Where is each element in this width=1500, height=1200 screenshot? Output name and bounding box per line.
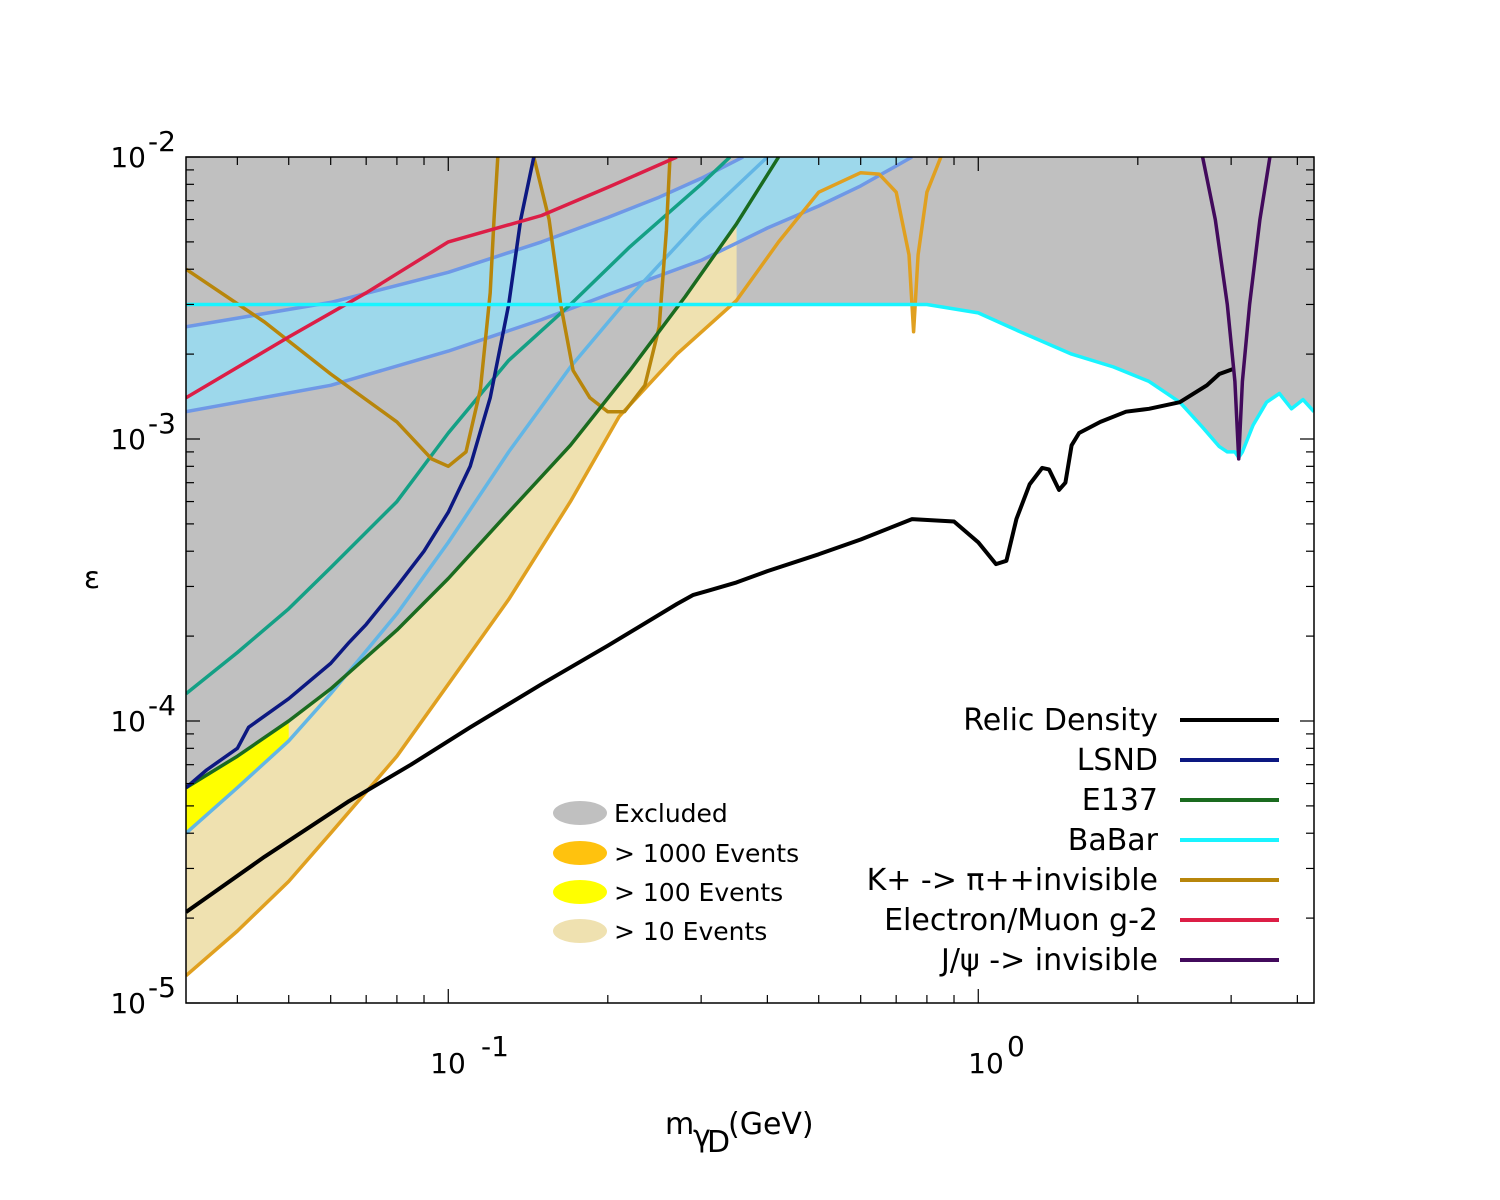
x-tick-exponent: -1 xyxy=(481,1030,509,1063)
x-tick-label: 10 xyxy=(430,1047,466,1080)
y-tick-exponent: -3 xyxy=(148,407,176,440)
x-axis: 10 -1 10 0 m γ D (GeV) xyxy=(430,1030,1025,1160)
series-line-e137 xyxy=(186,157,781,790)
series-line-electron-muon-g-2 xyxy=(186,157,678,400)
legend-label: E137 xyxy=(1082,783,1158,818)
fill-legend: Excluded > 1000 Events > 100 Events > 10… xyxy=(553,799,799,946)
fill-legend-label: Excluded xyxy=(614,799,728,828)
events-100-swatch xyxy=(553,880,607,904)
legend-label: BaBar xyxy=(1068,823,1159,858)
x-tick-exponent: 0 xyxy=(1007,1030,1025,1063)
x-axis-title-sub: γ xyxy=(693,1119,711,1154)
legend-label: LSND xyxy=(1077,743,1158,778)
plot-area xyxy=(186,157,1314,978)
fill-legend-label: > 1000 Events xyxy=(614,839,799,868)
series-line-k-invisible xyxy=(186,157,500,469)
y-tick-label: 10 xyxy=(110,987,146,1020)
series-line-g-2-band-lower xyxy=(186,157,913,414)
legend-label: Electron/Muon g-2 xyxy=(884,903,1158,938)
y-tick-label: 10 xyxy=(110,423,146,456)
series-line-sensitivity-light-blue- xyxy=(186,157,769,835)
series-line-relic-density xyxy=(186,366,1236,914)
y-axis-title: ε xyxy=(84,561,100,596)
plot-frame xyxy=(185,156,1315,1004)
line-legend: Relic Density LSND E137 BaBar K+ -> π++invis… xyxy=(867,703,1279,978)
minor-ticks xyxy=(186,156,1314,1004)
series-line-e137-upper xyxy=(186,157,732,696)
events-10-swatch xyxy=(553,919,607,943)
legend-label: J/ψ -> invisible xyxy=(939,943,1158,978)
fill-legend-label: > 100 Events xyxy=(614,878,783,907)
y-tick-exponent: -2 xyxy=(148,125,176,158)
y-tick-label: 10 xyxy=(110,705,146,738)
events-1000-swatch xyxy=(553,841,607,865)
x-axis-title-main: m xyxy=(665,1107,694,1142)
light-blue-sensitivity-band xyxy=(186,157,912,412)
legend-label: Relic Density xyxy=(963,703,1158,738)
y-axis: 10 -5 10 -4 10 -3 10 -2 ε xyxy=(84,125,176,1020)
excluded-swatch xyxy=(553,801,607,825)
series-line-j-invisible xyxy=(1200,157,1272,461)
events-100-region xyxy=(186,721,289,834)
fill-legend-label: > 10 Events xyxy=(614,917,767,946)
y-tick-exponent: -5 xyxy=(148,971,176,1004)
legend-label: K+ -> π++invisible xyxy=(867,863,1158,898)
y-tick-exponent: -4 xyxy=(148,689,176,722)
x-axis-title: m γ D (GeV) xyxy=(665,1107,814,1160)
series-line-k-invisible-right- xyxy=(532,157,672,414)
x-tick-label: 10 xyxy=(968,1047,1004,1080)
series-line-babar xyxy=(186,302,1314,460)
series-layer xyxy=(186,157,1314,978)
y-tick-label: 10 xyxy=(110,141,146,174)
series-line-lsnd xyxy=(186,157,536,790)
x-axis-title-subsub: D xyxy=(707,1125,730,1160)
series-line-g-2-band-upper xyxy=(186,157,744,329)
x-axis-title-unit: (GeV) xyxy=(728,1107,814,1142)
